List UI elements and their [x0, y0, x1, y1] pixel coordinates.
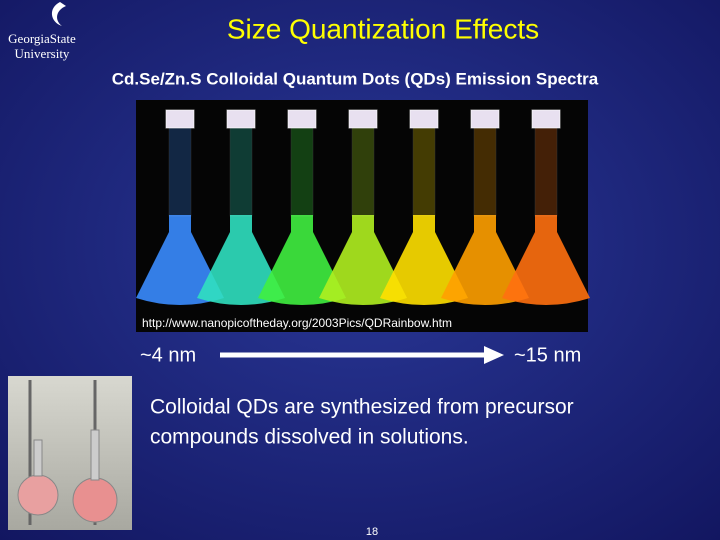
body-line: compounds dissolved in solutions.: [150, 426, 469, 449]
lab-photo: [8, 376, 132, 530]
flask-neck: [229, 127, 253, 217]
flask-cap: [531, 109, 561, 129]
flask-neck: [168, 127, 192, 217]
flask-cap: [470, 109, 500, 129]
photo: http://www.nanopicoftheday.org/2003Pics/…: [136, 100, 590, 332]
flask-neck: [473, 127, 497, 217]
flask-liquid: [197, 215, 285, 305]
flask-cap: [165, 109, 195, 129]
flask-cap: [348, 109, 378, 129]
lab-neck: [90, 429, 100, 481]
logo: GeorgiaState University: [8, 2, 76, 61]
flask-liquid: [441, 215, 529, 305]
flask-liquid: [502, 215, 590, 305]
flask-cap: [287, 109, 317, 129]
flasks: [136, 109, 590, 305]
flask-liquid: [258, 215, 346, 305]
scale-end: ~15 nm: [514, 344, 581, 366]
lab-flask: [72, 477, 118, 523]
flask-neck: [351, 127, 375, 217]
arrow-head: [484, 346, 504, 364]
slide-title: Size Quantization Effects: [227, 13, 539, 44]
lab-neck: [33, 439, 43, 477]
flask-neck: [290, 127, 314, 217]
flask-liquid: [136, 215, 224, 305]
lab-flask: [17, 474, 59, 516]
flask-neck: [534, 127, 558, 217]
logo-text: GeorgiaState: [8, 31, 76, 46]
logo-flame: [51, 2, 66, 26]
photo-caption: http://www.nanopicoftheday.org/2003Pics/…: [142, 316, 452, 330]
page-number: 18: [366, 526, 378, 538]
body-line: Colloidal QDs are synthesized from precu…: [150, 396, 574, 419]
flask-cap: [409, 109, 439, 129]
flask-liquid: [319, 215, 407, 305]
logo-text: University: [15, 46, 70, 61]
scale-start: ~4 nm: [140, 344, 196, 366]
flask-liquid: [380, 215, 468, 305]
subtitle: Cd.Se/Zn.S Colloidal Quantum Dots (QDs) …: [112, 69, 599, 88]
flask-neck: [412, 127, 436, 217]
flask-cap: [226, 109, 256, 129]
